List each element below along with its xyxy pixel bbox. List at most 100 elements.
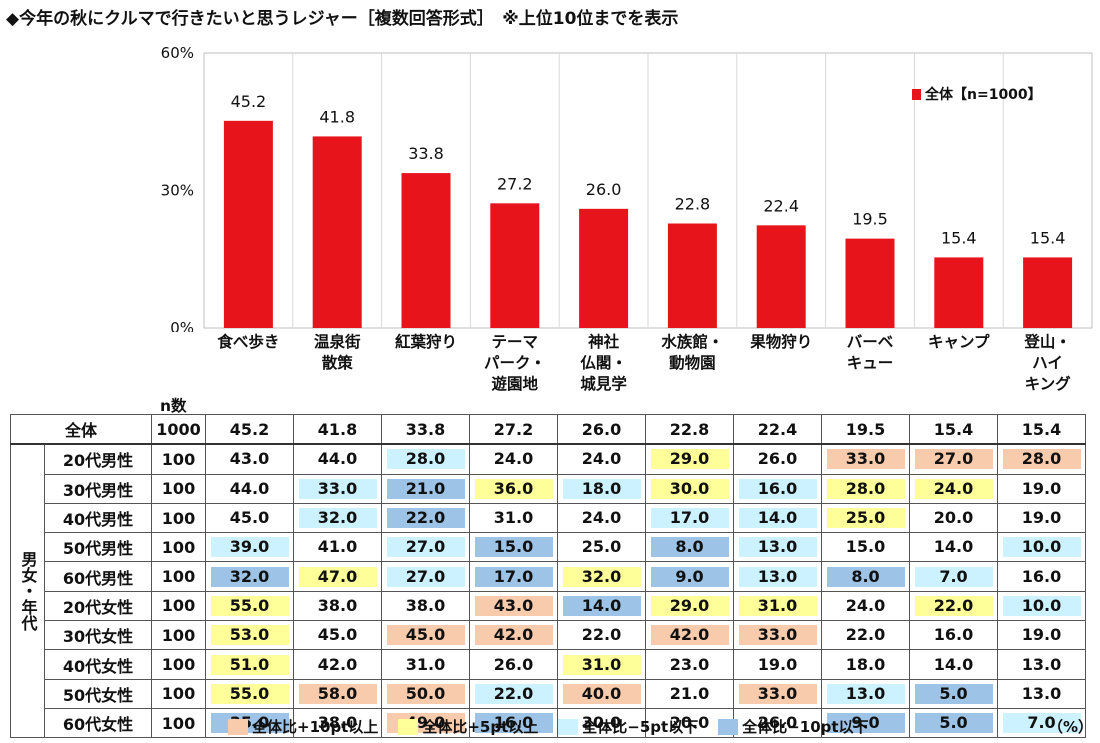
row-label: 60代女性 <box>44 707 152 739</box>
table-cell: 27.2 <box>469 414 558 446</box>
cell-value: 17.0 <box>474 566 553 587</box>
cell-value: 27.0 <box>914 449 993 470</box>
color-legend: 全体比+10pt以上 全体比+5pt以上 全体比−5pt以下 全体比−10pt以下 <box>228 716 889 737</box>
table-cell: 10.0 <box>997 532 1086 563</box>
cell-value: 10.0 <box>1002 595 1081 616</box>
category-label: キャンプ <box>928 333 990 351</box>
row-n: 100 <box>151 590 206 622</box>
cell-value: 22.0 <box>914 595 993 616</box>
cell-value: 29.0 <box>650 449 729 470</box>
row-label: 全体 <box>10 414 152 446</box>
cell-value: 28.0 <box>386 449 465 470</box>
cell-value: 20.0 <box>669 713 710 733</box>
y-tick-label: 60% <box>161 44 194 62</box>
color-legend-label: 全体比+10pt以上 <box>252 718 379 736</box>
table-cell: 30.0 <box>645 473 734 504</box>
cell-value: 45.0 <box>317 625 358 645</box>
table-cell: 25.0 <box>557 532 646 563</box>
cell-value: 55.0 <box>210 595 289 616</box>
color-legend-swatch <box>718 718 739 735</box>
cell-value: 38.0 <box>317 713 358 733</box>
cell-value: 40.0 <box>562 683 641 704</box>
cell-value: 14.0 <box>933 654 974 674</box>
table-cell: 26.0 <box>469 649 558 680</box>
cell-value: 32.0 <box>210 566 289 587</box>
cell-value: 22.0 <box>474 683 553 704</box>
table-cell: 13.0 <box>997 678 1086 709</box>
cell-value: 5.0 <box>914 683 993 704</box>
table-cell: 5.0 <box>909 678 998 709</box>
row-n: 100 <box>151 707 206 739</box>
table-cell: 14.0 <box>909 649 998 680</box>
table-cell: 14.0 <box>557 590 646 622</box>
table-row: 40代男性 100 45.0 32.0 22.0 31.0 24.0 17.0 14.0 25.0… <box>11 502 1086 534</box>
table-cell: 44.0 <box>293 443 382 475</box>
cell-value: 45.0 <box>229 508 270 528</box>
row-n: 1000 <box>151 414 206 446</box>
cell-value: 23.0 <box>669 654 710 674</box>
cell-value: 42.0 <box>474 625 553 646</box>
category-label: 果物狩り <box>750 333 813 351</box>
table-row: 60代男性 100 32.0 47.0 27.0 17.0 32.0 9.0 13.0 8.0 7.… <box>11 561 1086 592</box>
table-cell: 22.0 <box>557 620 646 651</box>
table-cell: 13.0 <box>733 561 822 592</box>
table-cell: 22.0 <box>381 502 470 534</box>
cell-value: 22.0 <box>581 625 622 645</box>
bar-value-label: 15.4 <box>941 228 977 247</box>
table-cell: 14.0 <box>909 532 998 563</box>
category-label: バーベ キュー <box>846 333 894 372</box>
cell-value: 29.0 <box>650 595 729 616</box>
bar-value-label: 22.4 <box>763 196 799 215</box>
table-cell: 33.0 <box>821 443 910 475</box>
table-cell: 45.2 <box>205 414 294 446</box>
cell-value: 16.0 <box>1021 566 1062 586</box>
cell-value: 13.0 <box>738 566 817 587</box>
row-n: 100 <box>151 443 206 475</box>
row-label: 50代女性 <box>44 678 152 709</box>
cell-value: 38.0 <box>405 595 446 615</box>
cell-value: 26.0 <box>757 449 798 469</box>
cell-value: 9.0 <box>826 713 905 734</box>
row-n: 100 <box>151 678 206 709</box>
cell-value: 58.0 <box>298 683 377 704</box>
table-cell: 5.0 <box>909 707 998 739</box>
cell-value: 14.0 <box>933 537 974 557</box>
bar <box>223 120 273 328</box>
row-label: 40代女性 <box>44 649 152 680</box>
bar-value-label: 22.8 <box>675 195 711 214</box>
row-label: 30代女性 <box>44 620 152 651</box>
bar <box>401 173 451 328</box>
y-tick-label: 0% <box>170 319 194 332</box>
row-n: 100 <box>151 649 206 680</box>
bar <box>667 223 717 328</box>
cell-value: 7.0 <box>914 566 993 587</box>
cell-value: 16.0 <box>738 478 817 499</box>
table-cell: 24.0 <box>821 590 910 622</box>
cell-value: 33.0 <box>298 478 377 499</box>
color-legend-item: 全体比−5pt以下 <box>558 716 698 737</box>
table-cell: 40.0 <box>557 678 646 709</box>
cell-value: 24.0 <box>914 478 993 499</box>
table-cell: 15.0 <box>821 532 910 563</box>
cell-value: 27.0 <box>386 566 465 587</box>
cell-value: 13.0 <box>738 537 817 558</box>
table-cell: 29.0 <box>645 443 734 475</box>
category-label: 温泉街 散策 <box>313 333 361 372</box>
category-label: 登山・ ハイ キング <box>1024 333 1071 393</box>
table-cell: 33.8 <box>381 414 470 446</box>
table-cell: 16.0 <box>997 561 1086 592</box>
table-cell: 7.0 <box>909 561 998 592</box>
cell-value: 26.0 <box>493 654 534 674</box>
cell-value: 16.0 <box>474 713 553 734</box>
cell-value: 19.0 <box>1021 625 1062 645</box>
table-row: 50代男性 100 39.0 41.0 27.0 15.0 25.0 8.0 13.0 15.0 1… <box>11 532 1086 563</box>
table-cell: 13.0 <box>997 649 1086 680</box>
cell-value: 22.0 <box>845 625 886 645</box>
cell-value: 55.0 <box>210 683 289 704</box>
table-cell: 55.0 <box>205 678 294 709</box>
color-legend-item: 全体比−10pt以下 <box>718 716 869 737</box>
cell-value: 25.0 <box>581 537 622 557</box>
color-legend-swatch <box>398 718 419 735</box>
table-cell: 9.0 <box>645 561 734 592</box>
row-label: 60代男性 <box>44 561 152 592</box>
